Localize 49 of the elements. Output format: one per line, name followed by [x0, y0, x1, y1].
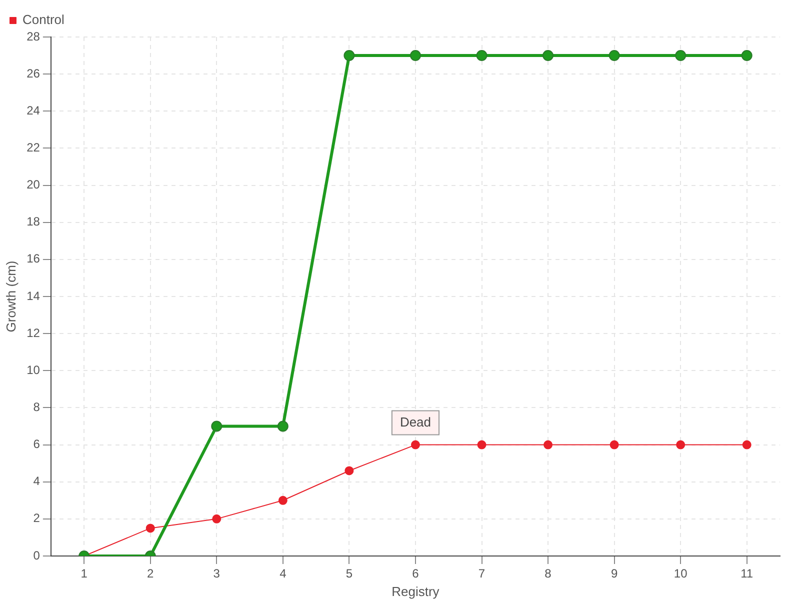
x-tick-label: 6 — [412, 566, 420, 581]
x-tick-label: 3 — [213, 566, 220, 581]
x-tick-label: 8 — [544, 566, 552, 581]
point — [742, 440, 752, 450]
point — [675, 50, 686, 62]
x-tick-label: 11 — [740, 566, 754, 581]
point — [608, 50, 620, 62]
x-tick-label: 9 — [610, 566, 618, 581]
x-tick-label: 4 — [280, 566, 287, 581]
annotation: Dead — [400, 414, 432, 430]
y-tick-label: 10 — [26, 362, 40, 377]
y-tick-label: 2 — [33, 511, 40, 526]
legend-label: Control — [22, 12, 65, 28]
x-tick-label: 10 — [674, 566, 688, 581]
y-tick-label: 24 — [26, 103, 40, 118]
y-tick-label: 0 — [33, 548, 40, 562]
x-axis-title: Registry — [392, 584, 440, 599]
y-tick-label: 22 — [26, 140, 40, 155]
point — [410, 440, 420, 450]
x-tick-label: 5 — [346, 566, 353, 581]
x-tick-label: 1 — [80, 566, 88, 581]
point — [676, 440, 686, 450]
point — [278, 496, 288, 505]
y-tick-label: 6 — [33, 437, 40, 452]
y-tick-label: 18 — [26, 214, 40, 229]
point — [542, 50, 554, 62]
point — [476, 50, 488, 62]
x-tick-label: 7 — [478, 566, 486, 581]
y-tick-label: 4 — [33, 474, 40, 488]
y-tick-label: 16 — [26, 252, 40, 266]
y-axis-title: Growth (cm) — [3, 260, 18, 332]
point — [610, 440, 619, 450]
point — [741, 50, 752, 62]
x-tick-label: 2 — [147, 566, 154, 581]
y-tick-label: 12 — [26, 326, 40, 340]
y-tick-label: 28 — [26, 29, 40, 44]
point — [477, 440, 486, 450]
point — [211, 420, 222, 432]
point — [344, 466, 354, 476]
point — [212, 514, 222, 524]
y-tick-label: 20 — [26, 178, 40, 192]
point — [277, 420, 288, 432]
point — [344, 50, 355, 62]
y-tick-label: 8 — [33, 400, 40, 414]
point — [544, 440, 553, 450]
point — [146, 524, 155, 533]
y-tick-label: 14 — [26, 288, 40, 303]
point — [410, 50, 421, 62]
y-tick-label: 26 — [26, 66, 40, 80]
